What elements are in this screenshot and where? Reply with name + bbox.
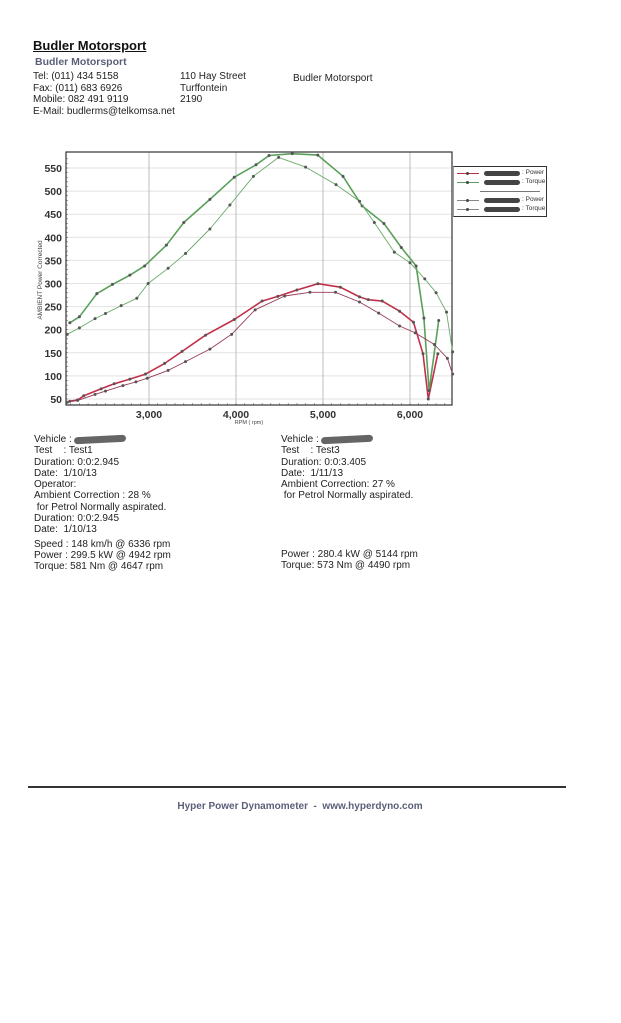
test3-fuel-type: for Petrol Normally aspirated. bbox=[281, 490, 414, 502]
redacted-vehicle bbox=[320, 434, 373, 445]
phone-number: Tel: (011) 434 5158 bbox=[33, 71, 119, 82]
marker-icon bbox=[466, 171, 469, 175]
legend-divider bbox=[480, 191, 540, 192]
test1-operator: Operator: bbox=[34, 479, 77, 491]
svg-text:5,000: 5,000 bbox=[310, 409, 336, 421]
svg-text:250: 250 bbox=[44, 302, 62, 314]
svg-text:550: 550 bbox=[44, 163, 62, 175]
marker-icon bbox=[466, 180, 469, 184]
legend-item-test3-power: : Power bbox=[454, 196, 546, 205]
chart-axes: 50 100 150 200 250 300 350 400 450 500 550 3,000 4,0… bbox=[44, 151, 453, 421]
company-subtitle: Budler Motorsport bbox=[35, 56, 127, 68]
redacted-vehicle bbox=[484, 171, 520, 176]
marker-icon bbox=[466, 198, 469, 202]
y-axis-label: AMBIENT Power Corrected bbox=[37, 240, 44, 320]
x-axis-label: RPM ( rpm) bbox=[235, 420, 264, 426]
svg-text:50: 50 bbox=[50, 394, 62, 406]
test1-vehicle: Vehicle : bbox=[34, 434, 171, 445]
chart-legend: : Power : Torque : Power : Torque bbox=[453, 166, 547, 217]
chart-series bbox=[65, 152, 455, 404]
footer-divider bbox=[28, 786, 566, 788]
redacted-vehicle bbox=[484, 180, 520, 185]
address-block: 110 Hay Street Turffontein 2190 bbox=[180, 71, 246, 106]
test3-ambient-correction: Ambient Correction: 27 % bbox=[281, 479, 395, 491]
svg-text:6,000: 6,000 bbox=[397, 409, 423, 421]
company-name-right: Budler Motorsport bbox=[293, 73, 373, 84]
dyno-chart: 50 100 150 200 250 300 350 400 450 500 550 3,000 4,0… bbox=[37, 151, 455, 426]
fax-number: Fax: (011) 683 6926 bbox=[33, 82, 123, 94]
svg-text:150: 150 bbox=[44, 348, 62, 360]
test3-duration: Duration: 0:0:3.405 bbox=[281, 456, 367, 468]
svg-text:400: 400 bbox=[44, 232, 62, 244]
redacted-vehicle bbox=[73, 434, 126, 445]
marker-icon bbox=[466, 207, 469, 211]
mobile-number: Mobile: 082 491 9119 bbox=[33, 94, 129, 105]
legend-item-test3-torque: : Torque bbox=[454, 205, 546, 214]
test1-duration-2: Duration: 0:0:2.945 bbox=[34, 513, 120, 525]
svg-text:350: 350 bbox=[44, 255, 62, 267]
test1-fuel-type: for Petrol Normally aspirated. bbox=[34, 501, 167, 513]
svg-text:3,000: 3,000 bbox=[136, 409, 162, 421]
test1-duration: Duration: 0:0:2.945 bbox=[34, 456, 120, 468]
company-title: Budler Motorsport bbox=[33, 38, 147, 53]
test3-max-torque: Torque: 573 Nm @ 4490 rpm bbox=[281, 560, 411, 572]
chart-grid bbox=[66, 152, 452, 405]
test1-ambient-correction: Ambient Correction : 28 % bbox=[34, 490, 151, 502]
footer-text: Hyper Power Dynamometer - www.hyperdyno.… bbox=[177, 801, 423, 812]
test1-date-2: Date: 1/10/13 bbox=[34, 524, 97, 536]
svg-text:4,000: 4,000 bbox=[223, 409, 249, 421]
contact-details: Tel: (011) 434 5158 Fax: (011) 683 6926 … bbox=[33, 71, 175, 117]
suburb: Turffontein bbox=[180, 82, 228, 94]
test3-test-name: Test : Test3 bbox=[281, 445, 340, 457]
test3-date: Date: 1/11/13 bbox=[281, 467, 344, 479]
test3-max-power: Power : 280.4 kW @ 5144 rpm bbox=[281, 549, 418, 560]
test1-test-name: Test : Test1 bbox=[34, 445, 93, 457]
redacted-vehicle bbox=[484, 198, 520, 203]
email-address: E-Mail: budlerms@telkomsa.net bbox=[33, 105, 175, 117]
svg-text:100: 100 bbox=[44, 371, 62, 383]
svg-text:300: 300 bbox=[44, 279, 62, 291]
test3-info: Vehicle : Test : Test3 Duration: 0:0:3.4… bbox=[281, 434, 413, 502]
test3-vehicle: Vehicle : bbox=[281, 434, 413, 445]
svg-text:500: 500 bbox=[44, 186, 62, 198]
svg-text:200: 200 bbox=[44, 325, 62, 337]
postal-code: 2190 bbox=[180, 94, 203, 105]
test1-date: Date: 1/10/13 bbox=[34, 467, 97, 479]
legend-item-test1-power: : Power bbox=[454, 169, 546, 178]
test1-max-power: Power : 299.5 kW @ 4942 rpm bbox=[34, 549, 171, 561]
svg-text:450: 450 bbox=[44, 209, 62, 221]
test3-results: Power : 280.4 kW @ 5144 rpm Torque: 573 … bbox=[281, 549, 418, 572]
test1-max-torque: Torque: 581 Nm @ 4647 rpm bbox=[34, 561, 164, 573]
redacted-vehicle bbox=[484, 207, 520, 212]
test1-info: Vehicle : Test : Test1 Duration: 0:0:2.9… bbox=[34, 434, 171, 573]
street-address: 110 Hay Street bbox=[180, 71, 246, 82]
legend-item-test1-torque: : Torque bbox=[454, 178, 546, 187]
test1-max-speed: Speed : 148 km/h @ 6336 rpm bbox=[34, 538, 171, 550]
